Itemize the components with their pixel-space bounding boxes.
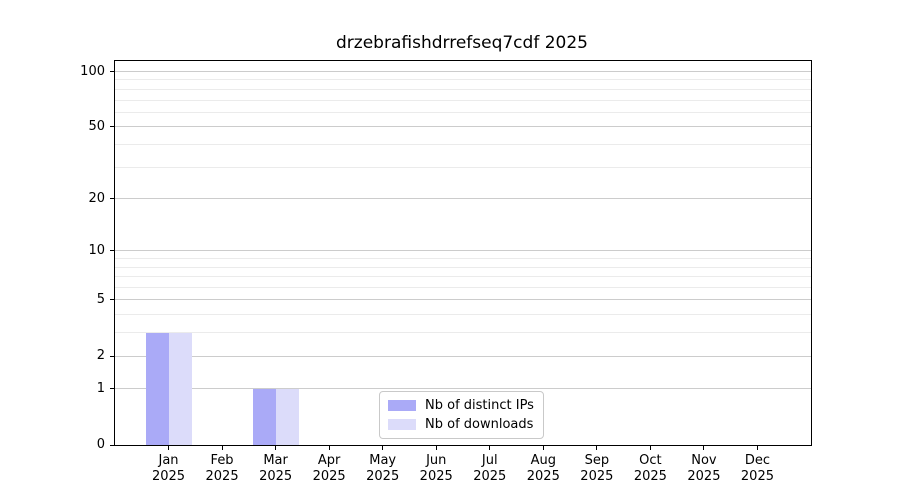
x-tick-year: 2025 bbox=[419, 469, 453, 484]
x-tick-label: Feb 2025 bbox=[190, 453, 254, 485]
y-tick-label: 100 bbox=[80, 63, 105, 79]
y-gridline-minor bbox=[115, 266, 811, 268]
x-tick-year: 2025 bbox=[205, 469, 239, 484]
y-gridline-minor bbox=[115, 111, 811, 113]
x-tick-mark bbox=[756, 445, 758, 450]
y-gridline-major bbox=[115, 250, 811, 252]
y-tick-mark bbox=[110, 198, 115, 200]
x-tick-year: 2025 bbox=[312, 469, 346, 484]
x-tick-mark bbox=[221, 445, 223, 450]
x-tick-label: Apr 2025 bbox=[297, 453, 361, 485]
y-gridline-major bbox=[115, 198, 811, 200]
y-gridline-minor bbox=[115, 287, 811, 289]
bar-distinct-ips bbox=[252, 388, 276, 445]
y-gridline-minor bbox=[115, 143, 811, 145]
x-tick-month: Mar bbox=[263, 453, 288, 468]
legend-label-downloads: Nb of downloads bbox=[425, 417, 534, 432]
y-gridline-minor bbox=[115, 166, 811, 168]
y-gridline-major bbox=[115, 126, 811, 128]
x-tick-year: 2025 bbox=[151, 469, 186, 484]
x-tick-month: May bbox=[369, 453, 397, 468]
x-tick-year: 2025 bbox=[580, 469, 614, 484]
x-tick-mark bbox=[328, 445, 330, 450]
x-tick-label: Jul 2025 bbox=[458, 453, 522, 485]
x-tick-mark bbox=[596, 445, 598, 450]
y-tick-label: 10 bbox=[88, 242, 105, 258]
x-tick-month: Feb bbox=[210, 453, 234, 468]
x-tick-month: Dec bbox=[744, 453, 771, 468]
y-tick-label: 5 bbox=[96, 291, 105, 307]
x-tick-month: Jan bbox=[158, 453, 179, 468]
legend-label-distinct-ips: Nb of distinct IPs bbox=[425, 398, 534, 413]
x-tick-year: 2025 bbox=[633, 469, 667, 484]
bar-distinct-ips bbox=[145, 332, 169, 445]
x-tick-year: 2025 bbox=[687, 469, 721, 484]
x-tick-mark bbox=[435, 445, 437, 450]
x-tick-mark bbox=[542, 445, 544, 450]
x-tick-label: Aug 2025 bbox=[511, 453, 575, 485]
y-gridline-major bbox=[115, 355, 811, 357]
x-tick-year: 2025 bbox=[526, 469, 560, 484]
y-tick-label: 2 bbox=[96, 348, 105, 364]
x-tick-month: Nov bbox=[691, 453, 717, 468]
x-tick-label: Sep 2025 bbox=[565, 453, 629, 485]
y-tick-label: 50 bbox=[88, 118, 105, 134]
x-tick-month: Oct bbox=[639, 453, 662, 468]
bar-downloads bbox=[168, 332, 192, 445]
x-tick-label: Nov 2025 bbox=[672, 453, 736, 485]
x-tick-mark bbox=[275, 445, 277, 450]
x-tick-year: 2025 bbox=[259, 469, 293, 484]
y-tick-mark bbox=[110, 444, 115, 446]
x-tick-label: Mar 2025 bbox=[244, 453, 308, 485]
x-tick-year: 2025 bbox=[473, 469, 507, 484]
legend-swatch-downloads bbox=[388, 419, 416, 430]
y-tick-mark bbox=[110, 355, 115, 357]
x-tick-mark bbox=[489, 445, 491, 450]
x-tick-mark bbox=[382, 445, 384, 450]
x-tick-month: Aug bbox=[530, 453, 556, 468]
x-tick-mark bbox=[168, 445, 170, 450]
x-tick-month: Jun bbox=[426, 453, 447, 468]
y-gridline-minor bbox=[115, 332, 811, 334]
x-tick-mark bbox=[649, 445, 651, 450]
y-gridline-major bbox=[115, 388, 811, 390]
y-gridline-minor bbox=[115, 99, 811, 101]
y-gridline-minor bbox=[115, 276, 811, 278]
x-tick-label: Jun 2025 bbox=[404, 453, 468, 485]
plot-area: Nb of distinct IPs Nb of downloads 0 1 2 5 1… bbox=[80, 60, 812, 484]
x-tick-year: 2025 bbox=[740, 469, 774, 484]
y-gridline-major bbox=[115, 71, 811, 72]
y-gridline-minor bbox=[115, 258, 811, 260]
y-tick-label: 1 bbox=[96, 380, 105, 396]
x-tick-month: Apr bbox=[317, 453, 341, 468]
chart-title: drzebrafishdrrefseq7cdf 2025 bbox=[336, 33, 588, 53]
bar-downloads bbox=[275, 388, 299, 445]
y-tick-mark bbox=[110, 250, 115, 252]
legend-swatch-distinct-ips bbox=[388, 400, 416, 411]
y-tick-mark bbox=[110, 299, 115, 301]
legend-row-distinct-ips: Nb of distinct IPs bbox=[388, 397, 534, 414]
x-tick-year: 2025 bbox=[366, 469, 400, 484]
x-tick-label: May 2025 bbox=[351, 453, 415, 485]
y-tick-mark bbox=[110, 126, 115, 128]
y-tick-label: 20 bbox=[88, 190, 105, 206]
x-tick-label: Oct 2025 bbox=[618, 453, 682, 485]
legend: Nb of distinct IPs Nb of downloads bbox=[379, 391, 544, 439]
y-gridline-minor bbox=[115, 314, 811, 316]
x-tick-month: Sep bbox=[584, 453, 610, 468]
y-tick-label: 0 bbox=[96, 437, 105, 452]
y-tick-mark bbox=[110, 71, 115, 72]
legend-row-downloads: Nb of downloads bbox=[388, 416, 534, 433]
x-tick-month: Jul bbox=[481, 453, 498, 468]
x-tick-mark bbox=[703, 445, 705, 450]
x-tick-label: Dec 2025 bbox=[725, 453, 789, 485]
x-tick-label: Jan 2025 bbox=[137, 453, 201, 485]
y-gridline-major bbox=[115, 299, 811, 301]
y-tick-mark bbox=[110, 388, 115, 390]
y-gridline-minor bbox=[115, 88, 811, 90]
y-gridline-minor bbox=[115, 79, 811, 81]
